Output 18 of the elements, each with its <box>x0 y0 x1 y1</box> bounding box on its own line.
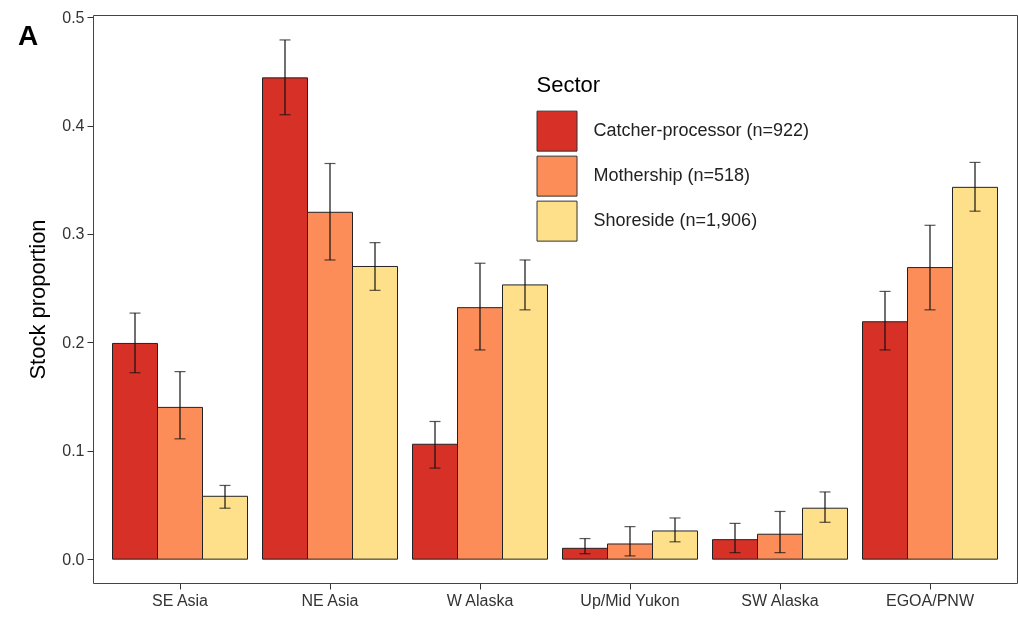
y-tick-label: 0.1 <box>62 442 85 460</box>
text: A <box>18 20 39 51</box>
x-tick-label: W Alaska <box>446 591 514 609</box>
x-tick-label: SW Alaska <box>741 591 819 609</box>
x-tick-label: NE Asia <box>301 591 359 609</box>
x-tick-label: EGOA/PNW <box>885 591 975 609</box>
y-tick-label: 0.0 <box>62 550 85 568</box>
y-tick-label: 0.5 <box>62 8 85 26</box>
legend-title: Sector <box>536 71 601 97</box>
x-tick-label: Up/Mid Yukon <box>580 591 680 609</box>
y-tick-label: 0.3 <box>62 225 85 243</box>
legend-label: Mothership (n=518) <box>593 165 751 186</box>
legend-label: Catcher-processor (n=922) <box>593 120 810 141</box>
y-tick-label: 0.4 <box>62 117 85 135</box>
legend-label: Shoreside (n=1,906) <box>593 210 758 231</box>
y-tick-label: 0.2 <box>62 333 85 351</box>
y-axis-title: Stock proportion <box>25 219 51 380</box>
x-tick-label: SE Asia <box>151 591 209 609</box>
